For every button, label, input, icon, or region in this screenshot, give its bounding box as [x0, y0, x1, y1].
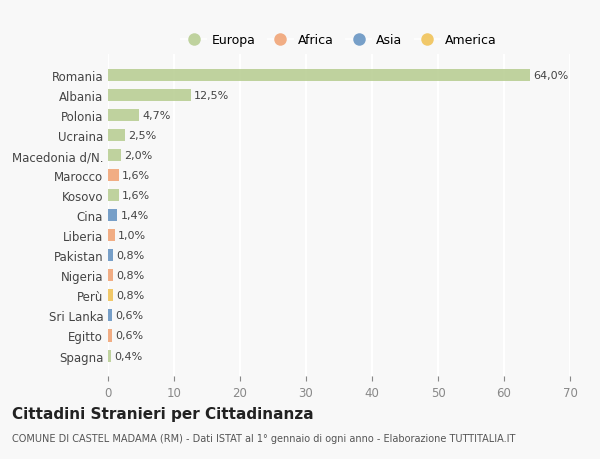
Text: 4,7%: 4,7% — [142, 111, 170, 121]
Text: 0,8%: 0,8% — [116, 271, 145, 281]
Bar — [108, 210, 117, 222]
Text: 12,5%: 12,5% — [194, 91, 229, 101]
Bar — [108, 130, 125, 142]
Bar — [108, 90, 191, 102]
Text: 1,4%: 1,4% — [121, 211, 149, 221]
Bar — [108, 330, 112, 342]
Text: 0,6%: 0,6% — [115, 311, 143, 321]
Bar — [108, 270, 113, 282]
Text: 0,6%: 0,6% — [115, 331, 143, 341]
Bar — [108, 350, 110, 362]
Bar — [108, 170, 119, 182]
Text: 1,6%: 1,6% — [122, 191, 150, 201]
Text: 64,0%: 64,0% — [534, 71, 569, 81]
Text: 1,0%: 1,0% — [118, 231, 146, 241]
Text: Cittadini Stranieri per Cittadinanza: Cittadini Stranieri per Cittadinanza — [12, 406, 314, 421]
Bar — [108, 290, 113, 302]
Bar — [108, 190, 119, 202]
Bar — [108, 310, 112, 322]
Bar — [108, 150, 121, 162]
Bar — [108, 110, 139, 122]
Text: 2,5%: 2,5% — [128, 131, 156, 141]
Text: 2,0%: 2,0% — [125, 151, 153, 161]
Bar — [108, 250, 113, 262]
Legend: Europa, Africa, Asia, America: Europa, Africa, Asia, America — [176, 29, 502, 52]
Text: 0,8%: 0,8% — [116, 291, 145, 301]
Text: 0,8%: 0,8% — [116, 251, 145, 261]
Bar — [108, 70, 530, 82]
Bar — [108, 230, 115, 242]
Text: 0,4%: 0,4% — [114, 351, 142, 361]
Text: 1,6%: 1,6% — [122, 171, 150, 181]
Text: COMUNE DI CASTEL MADAMA (RM) - Dati ISTAT al 1° gennaio di ogni anno - Elaborazi: COMUNE DI CASTEL MADAMA (RM) - Dati ISTA… — [12, 433, 515, 442]
